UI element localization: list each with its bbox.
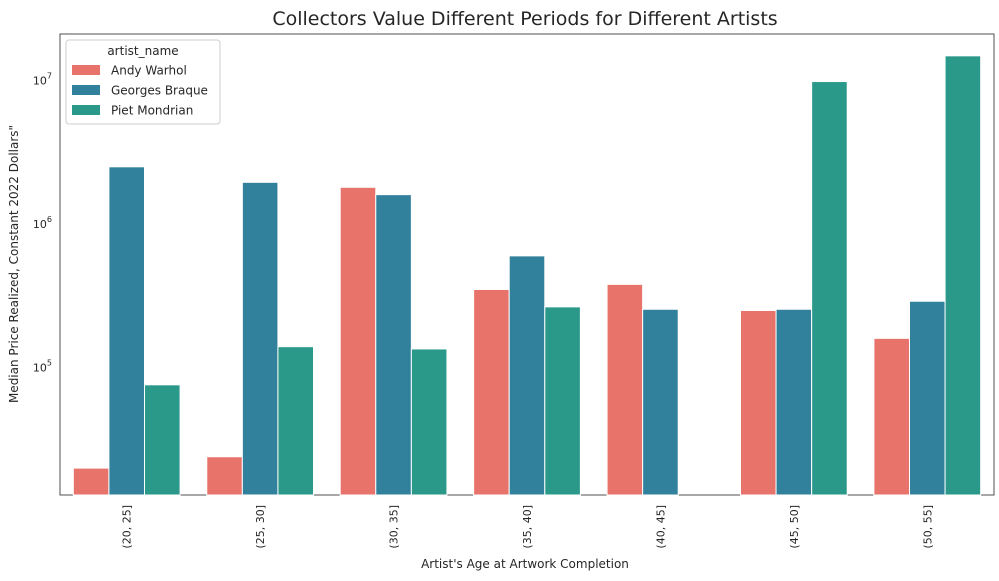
y-tick-label: 105 xyxy=(33,359,52,375)
bar xyxy=(72,467,110,496)
legend-swatch xyxy=(72,65,100,75)
y-tick-label: 106 xyxy=(33,215,52,231)
bar xyxy=(873,337,910,496)
legend: artist_name Andy Warhol Georges Braque Pie… xyxy=(65,39,221,125)
legend-swatch xyxy=(72,85,100,95)
bar xyxy=(339,186,377,496)
y-tick-label: 107 xyxy=(33,71,52,87)
x-tick-label: (50, 55] xyxy=(921,505,934,549)
chart-title: Collectors Value Different Periods for D… xyxy=(272,8,777,30)
x-tick-label: (30, 35] xyxy=(388,505,401,549)
legend-label: Georges Braque xyxy=(111,84,208,98)
bar xyxy=(508,255,546,496)
legend-box xyxy=(65,39,221,125)
x-axis-label: Artist's Age at Artwork Completion xyxy=(421,557,629,571)
y-axis-label: Median Price Realized, Constant 2022 Dol… xyxy=(7,125,21,403)
bar xyxy=(473,289,510,496)
bar xyxy=(206,456,243,496)
bar xyxy=(642,308,679,496)
legend-label: Andy Warhol xyxy=(111,64,187,78)
x-tick-label: (35, 40] xyxy=(521,505,534,549)
legend-items: Andy Warhol Georges Braque Piet Mondrian xyxy=(72,64,208,118)
bar xyxy=(775,308,813,496)
x-tick-label: (45, 50] xyxy=(788,505,801,549)
bar xyxy=(241,181,279,496)
y-ticks: 105 106 107 xyxy=(33,71,52,374)
x-tick-label: (25, 30] xyxy=(254,505,267,549)
x-tick-label: (40, 45] xyxy=(654,505,667,549)
bar xyxy=(739,310,777,496)
x-tick-label: (20, 25] xyxy=(121,505,134,549)
legend-label: Piet Mondrian xyxy=(111,104,193,118)
legend-swatch xyxy=(72,105,100,115)
bars xyxy=(72,55,982,496)
x-ticks: (20, 25] (25, 30] (30, 35] (35, 40] (40, 45]… xyxy=(121,505,935,549)
bar xyxy=(410,348,448,496)
bar xyxy=(375,194,412,496)
bar xyxy=(277,346,315,496)
bar xyxy=(606,283,644,496)
bar xyxy=(144,384,181,496)
bar xyxy=(544,306,581,496)
bar xyxy=(944,55,982,496)
bar xyxy=(811,81,848,496)
legend-title: artist_name xyxy=(107,44,178,58)
bar xyxy=(909,300,946,496)
bar xyxy=(108,166,145,496)
